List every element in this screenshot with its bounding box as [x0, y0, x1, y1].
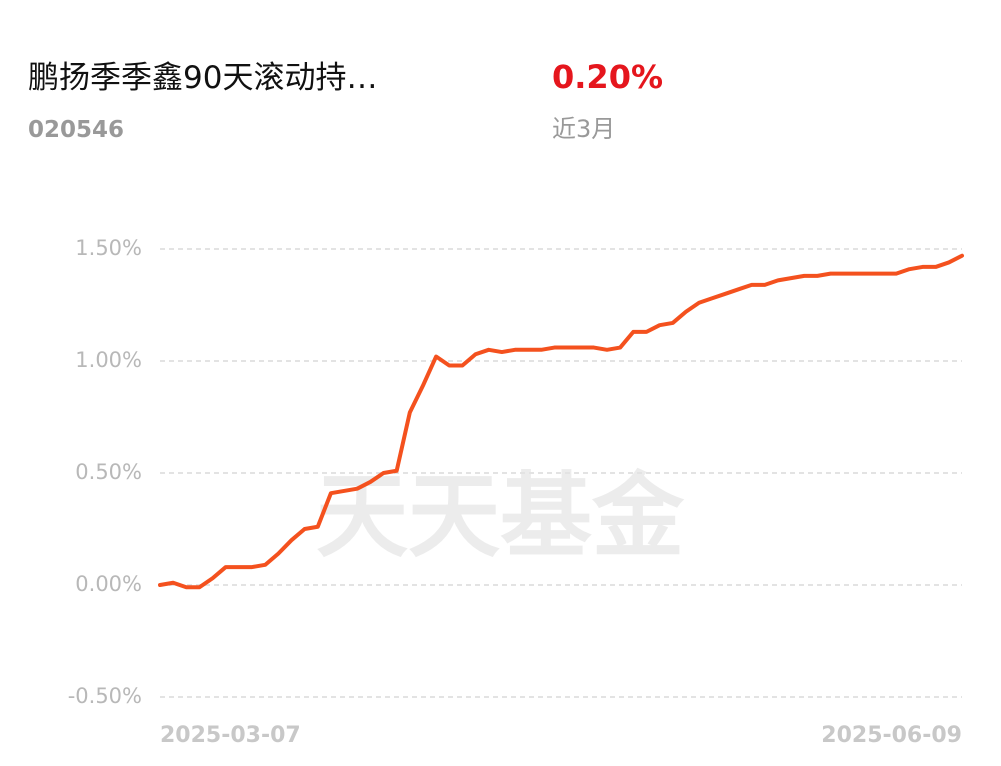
line — [158, 253, 964, 590]
y-tick-label: -0.50% — [68, 684, 142, 708]
y-tick-label: 0.00% — [75, 572, 142, 596]
x-tick-label: 2025-06-09 — [821, 723, 962, 748]
y-tick-label: 1.00% — [75, 348, 142, 372]
fund-title: 鹏扬季季鑫90天滚动持… — [28, 60, 377, 96]
period: 近3月 — [552, 115, 615, 143]
y-tick-label: 1.50% — [75, 236, 142, 260]
y-tick-label: 0.50% — [75, 460, 142, 484]
fund-code: 020546 — [28, 117, 124, 143]
x-tick-label: 2025-03-07 — [160, 723, 301, 748]
return-value: 0.20% — [552, 58, 663, 96]
watermark: 天天基金 — [316, 462, 685, 570]
